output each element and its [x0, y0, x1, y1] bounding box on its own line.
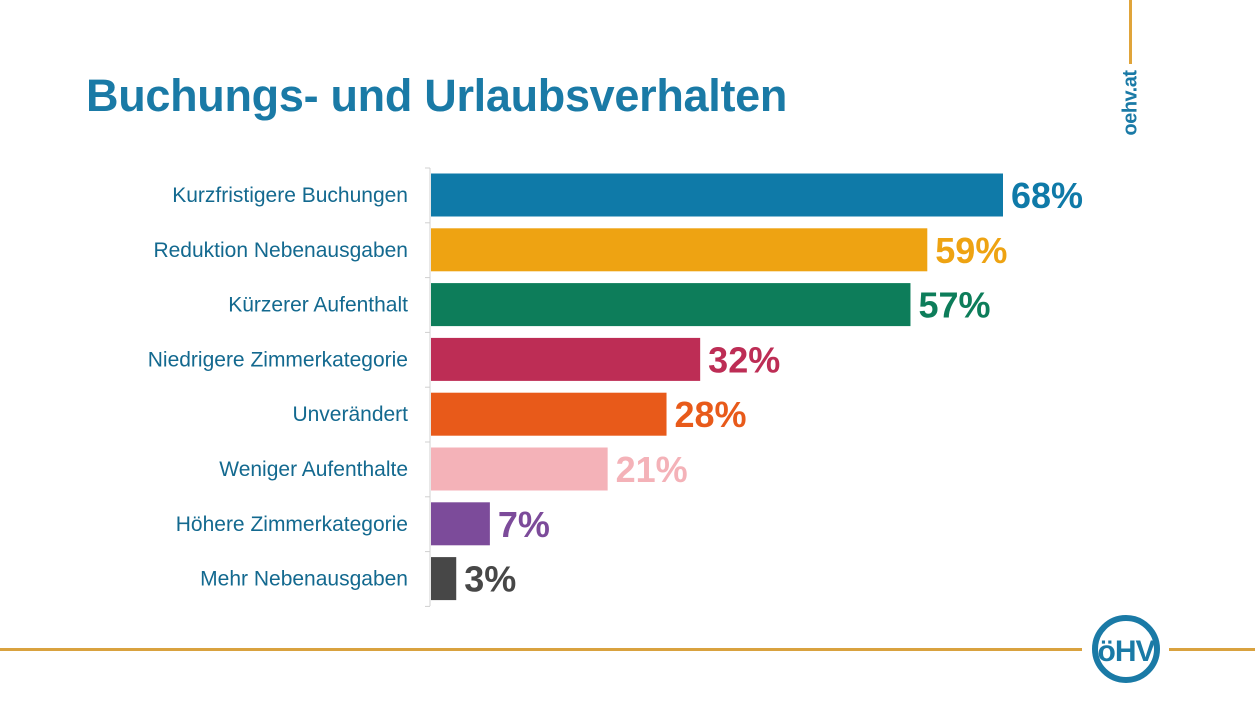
category-label: Kürzerer Aufenthalt	[228, 294, 408, 317]
logo-text: öHV	[1098, 635, 1156, 668]
value-label: 68%	[1011, 175, 1083, 216]
category-label: Mehr Nebenausgaben	[200, 568, 408, 591]
category-label: Höhere Zimmerkategorie	[176, 513, 408, 536]
category-label: Reduktion Nebenausgaben	[153, 239, 408, 262]
value-label: 57%	[918, 285, 990, 326]
value-label: 3%	[464, 559, 516, 600]
top-divider-line	[1129, 0, 1132, 64]
value-labels: 68%59% 57% 32% 28% 21% 7% 3%	[464, 175, 1083, 600]
category-labels: Kurzfristigere Buchungen Reduktion Nebena…	[148, 184, 408, 591]
value-label: 21%	[616, 449, 688, 490]
bar	[431, 283, 911, 327]
value-label: 28%	[675, 394, 747, 435]
category-label: Niedrigere Zimmerkategorie	[148, 348, 408, 371]
bar	[431, 173, 1003, 217]
bar	[431, 392, 667, 436]
category-label: Kurzfristigere Buchungen	[172, 184, 408, 207]
bar	[431, 337, 701, 381]
page-title: Buchungs- und Urlaubsverhalten	[86, 70, 788, 121]
category-label: Unverändert	[292, 403, 408, 426]
bar	[431, 557, 457, 601]
value-label: 7%	[498, 504, 550, 545]
bar	[431, 228, 928, 272]
footer-line-left	[0, 648, 1082, 651]
bar	[431, 502, 490, 546]
value-label: 32%	[708, 339, 780, 380]
category-label: Weniger Aufenthalte	[219, 458, 408, 481]
y-axis-ticks	[425, 167, 430, 607]
oehv-logo-icon: öHV	[1092, 615, 1160, 683]
footer-line-right	[1169, 648, 1255, 651]
bars-layer	[431, 173, 1003, 601]
bar	[431, 447, 608, 491]
value-label: 59%	[935, 230, 1007, 271]
